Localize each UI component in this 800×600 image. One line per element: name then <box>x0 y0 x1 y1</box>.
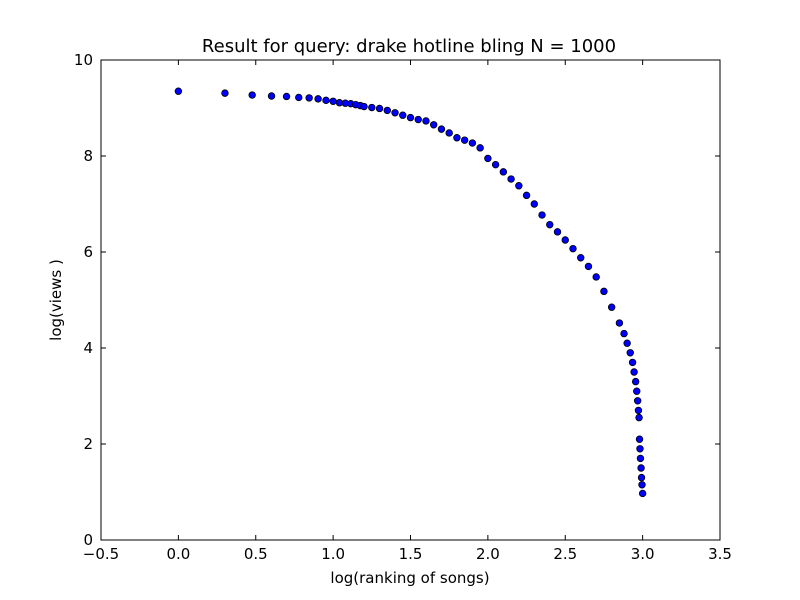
data-point <box>399 111 407 119</box>
data-point <box>635 413 643 422</box>
data-point <box>499 168 508 176</box>
data-point <box>607 303 616 311</box>
x-tick-label: −0.5 <box>83 545 119 563</box>
data-point <box>476 144 484 152</box>
y-tick-label: 10 <box>74 51 93 69</box>
data-point <box>538 211 546 219</box>
data-point <box>329 97 337 105</box>
data-point <box>561 236 569 244</box>
data-point <box>314 95 322 103</box>
data-point <box>592 273 600 281</box>
data-point <box>530 200 538 208</box>
data-point <box>637 473 646 482</box>
data-point <box>267 92 276 100</box>
chart-title: Result for query: drake hotline bling N … <box>202 36 616 57</box>
data-point <box>437 125 446 133</box>
data-point <box>221 89 229 97</box>
data-point <box>634 406 643 415</box>
y-tick-label: 6 <box>83 243 93 261</box>
data-point <box>295 93 303 102</box>
data-point <box>468 139 477 147</box>
data-point <box>628 358 637 367</box>
x-axis-label: log(ranking of songs) <box>330 569 489 587</box>
x-tick-label: 0.5 <box>244 545 268 563</box>
data-point <box>636 454 645 463</box>
data-point <box>368 103 376 112</box>
y-axis-label: log(views ) <box>47 259 65 341</box>
data-point <box>322 96 330 105</box>
data-point <box>546 220 554 229</box>
data-point <box>445 129 453 137</box>
y-tick-label: 2 <box>83 435 93 453</box>
x-tick-label: 1.0 <box>321 545 345 563</box>
data-point <box>638 489 647 498</box>
data-point <box>620 329 628 338</box>
data-point <box>522 191 531 200</box>
data-point <box>553 228 562 236</box>
data-point <box>460 136 469 144</box>
data-point <box>633 387 641 395</box>
data-point <box>414 115 422 124</box>
y-tick-label: 0 <box>83 531 93 549</box>
y-tick-label: 4 <box>83 339 93 357</box>
data-point <box>282 92 291 101</box>
data-point <box>623 339 631 347</box>
x-axis-ticks: −0.5 0.0 0.5 1.0 1.5 2.0 2.5 3.0 3.5 <box>83 60 732 563</box>
data-point <box>569 244 577 253</box>
data-point <box>360 102 368 111</box>
data-point <box>174 87 183 95</box>
x-tick-label: 1.5 <box>399 545 423 563</box>
data-point <box>636 445 644 453</box>
data-point <box>391 109 399 117</box>
data-point <box>626 349 634 357</box>
data-point <box>584 262 593 271</box>
data-point <box>453 134 461 142</box>
data-point <box>507 175 515 183</box>
x-tick-label: 2.5 <box>553 545 577 563</box>
x-tick-label: 0.0 <box>166 545 190 563</box>
data-point <box>430 121 438 129</box>
data-point <box>375 104 384 113</box>
x-tick-label: 2.0 <box>476 545 500 563</box>
data-point <box>515 182 523 190</box>
data-point <box>637 464 645 472</box>
data-point <box>635 435 644 443</box>
data-points <box>174 87 647 498</box>
x-tick-label: 3.0 <box>631 545 655 563</box>
data-point <box>305 94 313 102</box>
data-point <box>631 377 640 386</box>
data-point <box>422 117 430 125</box>
data-point <box>633 397 642 405</box>
data-point <box>600 287 608 296</box>
data-point <box>638 481 646 489</box>
data-point <box>630 368 638 376</box>
y-tick-label: 8 <box>83 147 93 165</box>
data-point <box>491 160 500 169</box>
y-axis-ticks: 0 2 4 6 8 10 <box>74 51 720 549</box>
data-point <box>383 106 391 115</box>
plot-frame <box>100 59 721 541</box>
data-point <box>615 319 624 327</box>
data-point <box>248 91 256 99</box>
x-tick-label: 3.5 <box>708 545 732 563</box>
data-point <box>484 154 492 163</box>
data-point <box>577 254 585 262</box>
data-point <box>406 113 415 122</box>
